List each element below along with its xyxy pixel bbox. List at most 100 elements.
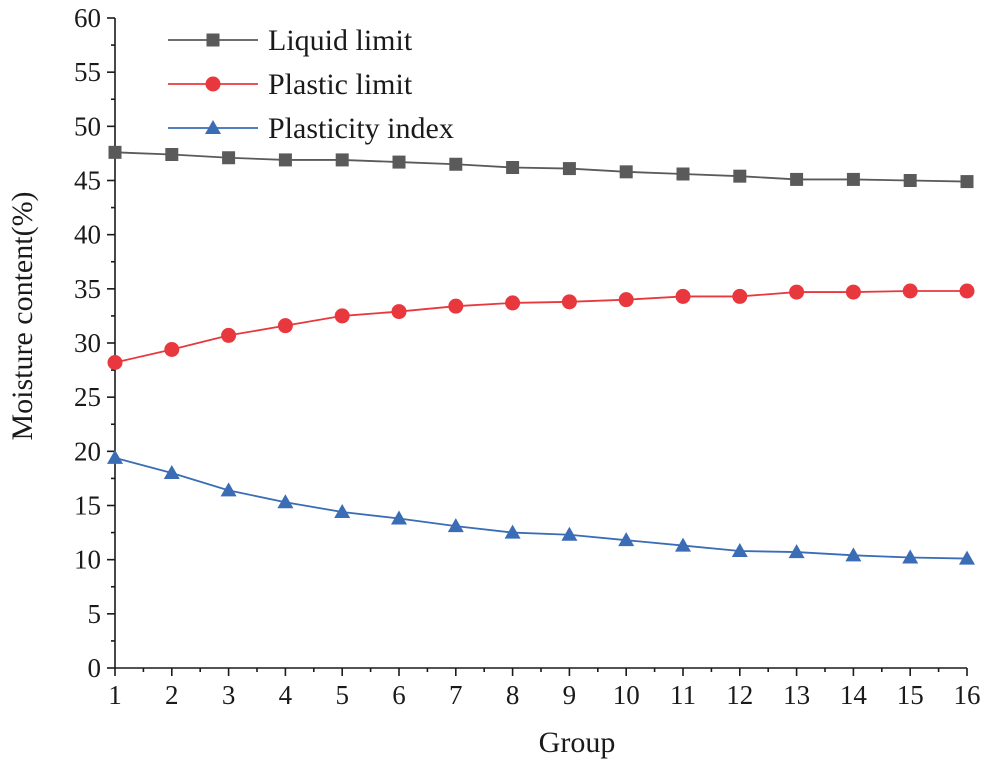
data-point bbox=[733, 169, 747, 183]
x-tick-label: 2 bbox=[165, 680, 179, 710]
data-point bbox=[732, 288, 748, 304]
x-axis-title: Group bbox=[539, 726, 616, 759]
legend-item: Liquid limit bbox=[168, 24, 413, 57]
legend-marker bbox=[206, 33, 220, 47]
data-point bbox=[731, 543, 748, 557]
legend: Liquid limit Plastic limit Plasticity inde… bbox=[168, 24, 454, 145]
data-point bbox=[788, 544, 805, 559]
data-point bbox=[163, 465, 180, 479]
data-point bbox=[562, 162, 576, 176]
data-point bbox=[675, 537, 691, 552]
data-point bbox=[107, 355, 123, 370]
data-point bbox=[335, 153, 349, 167]
legend-label: Liquid limit bbox=[268, 24, 413, 57]
series-square bbox=[108, 145, 974, 189]
y-tick-label: 15 bbox=[74, 491, 101, 521]
data-point bbox=[391, 304, 407, 320]
y-tick-label: 60 bbox=[74, 3, 101, 33]
y-tick-label: 50 bbox=[74, 111, 101, 141]
data-point bbox=[505, 295, 521, 311]
data-point bbox=[789, 284, 805, 300]
data-point bbox=[448, 298, 464, 314]
data-point bbox=[392, 155, 406, 169]
data-point bbox=[277, 494, 294, 509]
data-point bbox=[220, 482, 237, 497]
y-tick-label: 40 bbox=[74, 220, 101, 250]
data-point bbox=[506, 161, 520, 174]
x-tick-label: 8 bbox=[506, 680, 520, 710]
x-tick-label: 14 bbox=[840, 680, 868, 710]
x-tick-label: 7 bbox=[449, 680, 463, 710]
x-tick-label: 4 bbox=[279, 680, 293, 710]
series-circle bbox=[107, 283, 975, 370]
series-layer bbox=[107, 145, 975, 565]
x-tick-label: 11 bbox=[670, 680, 696, 710]
data-point bbox=[334, 504, 351, 518]
data-point bbox=[618, 292, 634, 308]
x-tick-label: 9 bbox=[563, 680, 577, 710]
y-tick-label: 30 bbox=[74, 328, 101, 358]
data-point bbox=[790, 172, 804, 186]
legend-item: Plastic limit bbox=[168, 68, 413, 101]
data-point bbox=[960, 175, 974, 189]
x-tick-label: 6 bbox=[392, 680, 406, 710]
series-line bbox=[114, 456, 968, 560]
data-point bbox=[561, 294, 577, 310]
y-tick-label: 25 bbox=[74, 382, 101, 412]
data-point bbox=[676, 167, 690, 181]
y-axis-title: Moisture content(%) bbox=[6, 191, 39, 440]
axes bbox=[114, 18, 967, 669]
data-point bbox=[846, 172, 860, 186]
data-point bbox=[449, 157, 463, 171]
x-tick-label: 10 bbox=[613, 680, 640, 710]
data-point bbox=[845, 547, 862, 562]
legend-marker bbox=[205, 76, 221, 92]
data-point bbox=[959, 550, 975, 565]
data-point bbox=[334, 308, 350, 324]
y-tick-label: 0 bbox=[88, 653, 102, 683]
legend-label: Plasticity index bbox=[268, 112, 454, 145]
x-tick-label: 12 bbox=[726, 680, 753, 710]
data-point bbox=[221, 327, 237, 343]
y-tick-label: 20 bbox=[74, 436, 101, 466]
y-tick-label: 55 bbox=[74, 57, 101, 87]
x-tick-label: 16 bbox=[954, 680, 981, 710]
y-ticks: 0 5 10 15 20 25 30 35 40 45 50 55 60 bbox=[74, 3, 115, 683]
y-tick-label: 35 bbox=[74, 274, 101, 304]
legend-item: Plasticity index bbox=[168, 112, 454, 145]
data-point bbox=[108, 145, 122, 159]
data-point bbox=[278, 153, 292, 167]
x-tick-label: 13 bbox=[783, 680, 810, 710]
data-point bbox=[107, 449, 123, 464]
data-point bbox=[164, 342, 180, 357]
data-point bbox=[845, 284, 861, 300]
y-tick-label: 5 bbox=[88, 599, 102, 629]
data-point bbox=[902, 283, 918, 299]
x-tick-label: 15 bbox=[897, 680, 924, 710]
data-point bbox=[618, 532, 635, 547]
x-tick-label: 3 bbox=[222, 680, 236, 710]
data-point bbox=[391, 510, 407, 525]
data-point bbox=[222, 151, 236, 165]
data-point bbox=[675, 288, 691, 304]
x-tick-label: 1 bbox=[108, 680, 122, 710]
data-point bbox=[504, 524, 521, 539]
x-tick-label: 5 bbox=[335, 680, 349, 710]
data-point bbox=[959, 283, 975, 299]
legend-label: Plastic limit bbox=[268, 68, 413, 101]
data-point bbox=[165, 148, 179, 161]
legend-marker bbox=[205, 120, 221, 134]
data-point bbox=[903, 174, 917, 187]
series-line bbox=[114, 290, 967, 364]
data-point bbox=[277, 318, 293, 334]
data-point bbox=[619, 165, 633, 179]
y-tick-label: 45 bbox=[74, 166, 101, 196]
data-point bbox=[902, 549, 919, 564]
series-line bbox=[114, 151, 968, 183]
x-ticks: 1 2 3 4 5 6 7 8 9 10 11 12 13 14 15 16 bbox=[108, 668, 981, 710]
series-triangle bbox=[107, 449, 975, 565]
data-point bbox=[561, 526, 578, 541]
data-point bbox=[447, 518, 464, 533]
y-tick-label: 10 bbox=[74, 545, 101, 575]
